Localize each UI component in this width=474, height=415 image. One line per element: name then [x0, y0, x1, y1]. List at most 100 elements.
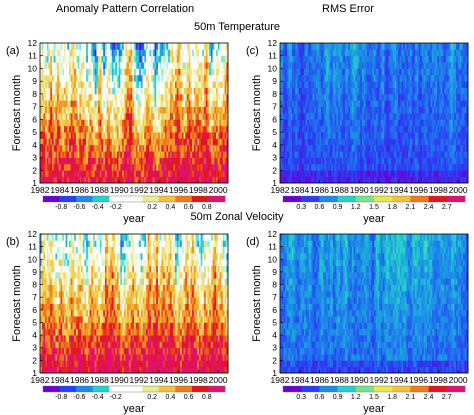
- heatmap-cell: [113, 170, 116, 178]
- heatmap-cell: [447, 106, 450, 114]
- heatmap-cell: [149, 81, 152, 88]
- heatmap-cell: [382, 170, 385, 178]
- heatmap-cell: [164, 138, 167, 146]
- heatmap-cell: [86, 163, 89, 171]
- heatmap-cell: [77, 176, 80, 184]
- heatmap-cell: [387, 157, 390, 165]
- heatmap-cell: [336, 144, 339, 152]
- heatmap-cell: [293, 49, 296, 57]
- heatmap-cell: [145, 138, 149, 146]
- heatmap-cell: [288, 74, 291, 82]
- heatmap-cell: [96, 170, 99, 178]
- heatmap-cell: [356, 93, 360, 101]
- heatmap-cell: [86, 138, 89, 146]
- heatmap-cell: [198, 144, 202, 152]
- heatmap-cell: [338, 100, 341, 108]
- heatmap-cell: [195, 125, 198, 133]
- heatmap-cell: [411, 138, 414, 146]
- heatmap-cell: [50, 119, 53, 127]
- heatmap-cell: [459, 93, 462, 101]
- heatmap-cell: [151, 119, 154, 127]
- heatmap-cell: [84, 151, 87, 158]
- heatmap-cell: [450, 176, 454, 184]
- heatmap-cell: [360, 74, 363, 82]
- heatmap-cell: [375, 119, 378, 127]
- x-tick-label: 1990: [110, 185, 129, 195]
- heatmap-cell: [81, 144, 84, 152]
- heatmap-cell: [315, 100, 318, 108]
- heatmap-cell: [396, 144, 399, 152]
- heatmap-cell: [173, 43, 176, 50]
- heatmap-cell: [96, 125, 99, 133]
- heatmap-cell: [144, 132, 147, 139]
- heatmap-cell: [67, 163, 70, 171]
- heatmap-cell: [380, 163, 383, 171]
- heatmap-cell: [435, 68, 438, 76]
- heatmap-cell: [449, 106, 452, 114]
- heatmap-cell: [197, 157, 200, 165]
- heatmap-cell: [204, 144, 207, 152]
- heatmap-cell: [168, 93, 171, 101]
- y-tick-label: 5: [32, 127, 37, 137]
- heatmap-cell: [454, 176, 457, 184]
- heatmap-cell: [139, 151, 142, 158]
- heatmap-cell: [40, 55, 43, 63]
- heatmap-cell: [321, 62, 324, 69]
- heatmap-cell: [290, 55, 293, 63]
- heatmap-cell: [161, 87, 164, 95]
- heatmap-cell: [99, 49, 102, 57]
- heatmap-cell: [326, 138, 329, 146]
- heatmap-cell: [317, 119, 320, 127]
- heatmap-cell: [382, 163, 385, 171]
- heatmap-cell: [394, 138, 397, 146]
- heatmap-cell: [81, 55, 84, 63]
- heatmap-cell: [372, 151, 375, 158]
- heatmap-cell: [82, 100, 85, 108]
- heatmap-cell: [147, 81, 150, 88]
- heatmap-cell: [358, 132, 361, 139]
- heatmap-cell: [216, 87, 219, 95]
- heatmap-cell: [151, 74, 154, 82]
- heatmap-cell: [447, 132, 450, 139]
- heatmap-cell: [82, 43, 85, 50]
- heatmap-cell: [193, 62, 196, 69]
- heatmap-cell: [334, 113, 337, 120]
- heatmap-cell: [82, 55, 85, 63]
- heatmap-cell: [222, 138, 225, 146]
- heatmap-cell: [62, 74, 65, 82]
- heatmap-cell: [305, 62, 308, 69]
- heatmap-cell: [55, 113, 58, 120]
- heatmap-cell: [156, 106, 159, 114]
- x-tick-label: 1986: [70, 185, 89, 195]
- heatmap-cell: [195, 55, 198, 63]
- heatmap-cell: [63, 74, 67, 82]
- heatmap-cell: [464, 93, 467, 101]
- heatmap-cell: [156, 151, 159, 158]
- heatmap-cell: [53, 100, 56, 108]
- heatmap-cell: [409, 151, 412, 158]
- heatmap-cell: [188, 144, 191, 152]
- heatmap-cell: [106, 68, 109, 76]
- heatmap-cell: [63, 119, 67, 127]
- heatmap-cell: [334, 81, 337, 88]
- heatmap-cell: [327, 106, 330, 114]
- heatmap-cell: [156, 119, 159, 127]
- heatmap-cell: [440, 125, 443, 133]
- heatmap-cell: [149, 55, 152, 63]
- heatmap-cell: [314, 106, 317, 114]
- heatmap-cell: [48, 68, 51, 76]
- heatmap-cell: [339, 138, 342, 146]
- heatmap-cell: [217, 163, 220, 171]
- heatmap-cell: [464, 170, 467, 178]
- heatmap-cell: [309, 68, 312, 76]
- heatmap-cell: [164, 119, 167, 127]
- heatmap-cell: [222, 170, 225, 178]
- heatmap-cell: [365, 93, 368, 101]
- heatmap-cell: [384, 100, 387, 108]
- heatmap-cell: [190, 93, 193, 101]
- heatmap-cell: [159, 43, 162, 50]
- heatmap-cell: [442, 170, 445, 178]
- heatmap-cell: [329, 176, 332, 184]
- heatmap-cell: [190, 55, 193, 63]
